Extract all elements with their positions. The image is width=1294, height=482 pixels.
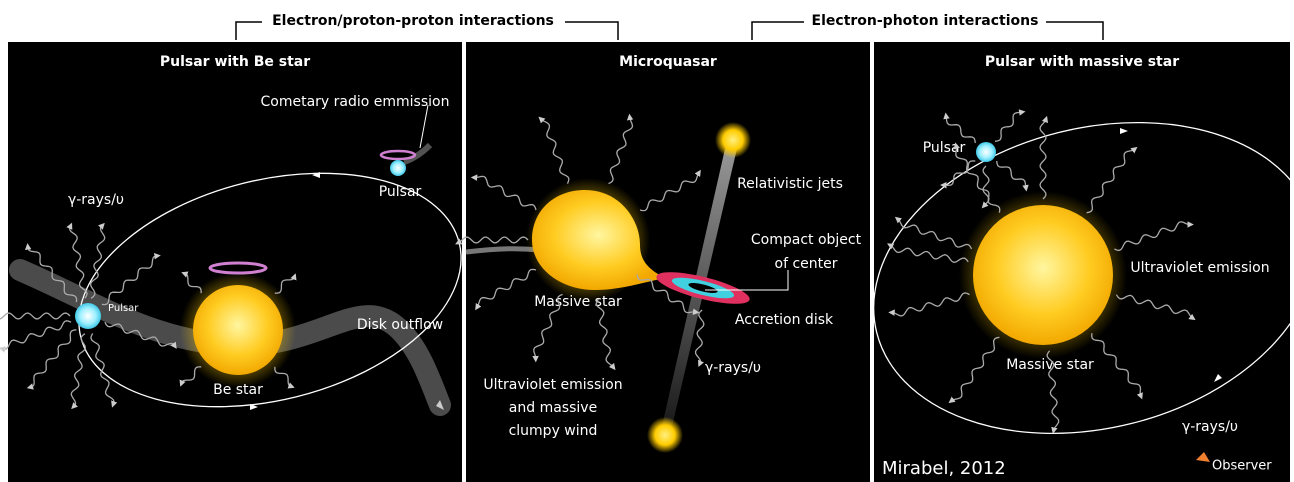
panel-art [9, 104, 462, 416]
ray [943, 112, 976, 144]
panel-title: Pulsar with Be star [160, 54, 310, 70]
ray [26, 329, 77, 390]
ray [639, 169, 701, 212]
label: γ-rays/υ [1182, 419, 1238, 435]
ray [70, 333, 87, 410]
ray [1115, 294, 1196, 321]
ray [1046, 350, 1060, 434]
ray [636, 274, 700, 316]
label: Observer [1212, 459, 1272, 474]
brackets [235, 21, 1104, 40]
ray [1114, 221, 1194, 252]
ray [994, 109, 1026, 142]
ray [274, 366, 295, 389]
ray [996, 160, 1029, 192]
label: γ-rays/υ [705, 360, 761, 376]
label: Relativistic jets [737, 176, 843, 192]
ray [475, 268, 537, 311]
ray [1039, 115, 1048, 200]
rays [0, 109, 1196, 434]
ray [1086, 146, 1138, 214]
ray [181, 271, 202, 294]
label: Cometary radio emmission [261, 94, 450, 110]
label: Accretion disk [735, 312, 834, 328]
ray [0, 312, 71, 322]
label: Pulsar [923, 140, 966, 156]
ray [0, 320, 72, 353]
panel-title: Pulsar with massive star [985, 54, 1179, 70]
label: Pulsar [108, 303, 139, 314]
ray [470, 174, 537, 211]
ray [887, 243, 969, 263]
ray [90, 333, 118, 408]
bracket-label: Electron-photon interactions [812, 13, 1039, 29]
label: of center [775, 256, 838, 272]
ray [538, 116, 570, 184]
ray [101, 252, 161, 306]
ray [24, 243, 78, 303]
ray [940, 160, 976, 189]
label: Compact object [751, 232, 862, 248]
ray [953, 142, 1001, 213]
ray [532, 293, 563, 363]
ray [608, 113, 634, 185]
bracket-label: Electron/proton-proton interactions [272, 13, 554, 29]
panel-art [874, 121, 1290, 462]
label: Massive star [534, 294, 622, 310]
ray [455, 236, 529, 245]
ray [274, 273, 297, 294]
label: γ-rays/υ [68, 192, 124, 208]
label: clumpy wind [509, 423, 598, 439]
credit: Mirabel, 2012 [882, 458, 1006, 479]
label: Ultraviolet emission [1130, 260, 1269, 276]
label: Ultraviolet emission [483, 377, 622, 393]
label: Disk outflow [357, 317, 443, 333]
ray [948, 336, 1000, 404]
panel-title: Microquasar [619, 54, 717, 70]
ray [179, 366, 202, 387]
panel-art [465, 122, 789, 453]
ray [694, 309, 705, 367]
label: and massive [509, 400, 597, 416]
ray [66, 222, 88, 299]
ray [595, 298, 616, 371]
ray [1091, 333, 1143, 400]
ray [104, 321, 177, 349]
ray [894, 216, 973, 250]
ray [89, 222, 106, 299]
ray [888, 292, 970, 317]
label: Pulsar [379, 184, 422, 200]
label: Massive star [1006, 357, 1094, 373]
label: Be star [213, 382, 263, 398]
